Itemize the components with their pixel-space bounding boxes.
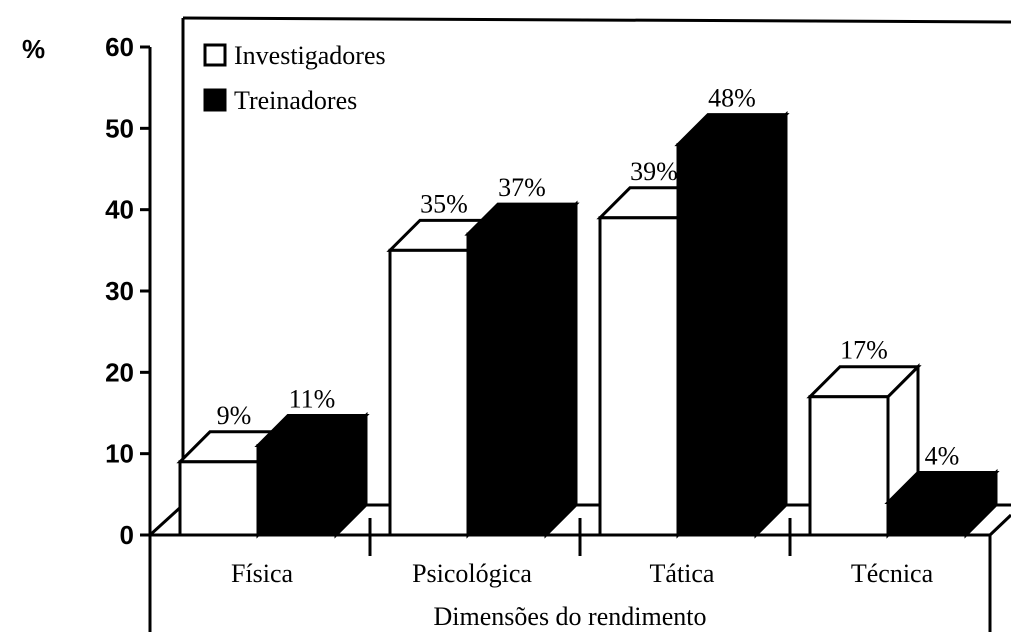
x-axis-label: Dimensões do rendimento: [434, 602, 707, 631]
y-tick-label: 0: [120, 520, 134, 550]
bar: [388, 248, 470, 537]
legend-swatch: [203, 88, 227, 112]
value-label: 4%: [925, 441, 960, 470]
x-tick-label: Tática: [650, 559, 715, 588]
y-tick-label: 60: [105, 32, 134, 62]
x-tick-label: Técnica: [851, 559, 934, 588]
y-tick-label: 50: [105, 113, 134, 143]
back-wall-top: [182, 16, 1011, 24]
y-tick-label: 40: [105, 195, 134, 225]
bar: [886, 500, 968, 537]
bar-side: [544, 200, 578, 539]
bar: [178, 460, 260, 537]
x-tick-label: Física: [231, 559, 294, 588]
bar: [598, 216, 680, 537]
bar: [676, 143, 758, 537]
y-axis-label: %: [22, 34, 45, 64]
bar: [466, 232, 548, 537]
bar-side: [754, 110, 788, 539]
floor-left: [148, 503, 185, 537]
value-label: 17%: [840, 336, 888, 365]
legend-swatch: [203, 43, 227, 67]
y-tick-label: 30: [105, 276, 134, 306]
legend-label: Treinadores: [234, 86, 357, 115]
value-label: 11%: [289, 385, 336, 414]
value-label: 37%: [498, 173, 546, 202]
bar: [256, 444, 338, 537]
value-label: 9%: [217, 401, 252, 430]
y-tick-label: 20: [105, 357, 134, 387]
value-label: 39%: [630, 157, 678, 186]
floor-right: [988, 513, 1011, 537]
y-tick-label: 10: [105, 439, 134, 469]
value-label: 48%: [708, 84, 756, 113]
value-label: 35%: [420, 189, 468, 218]
bar: [808, 395, 890, 537]
legend-label: Investigadores: [234, 41, 386, 70]
x-tick-label: Psicológica: [412, 559, 532, 588]
